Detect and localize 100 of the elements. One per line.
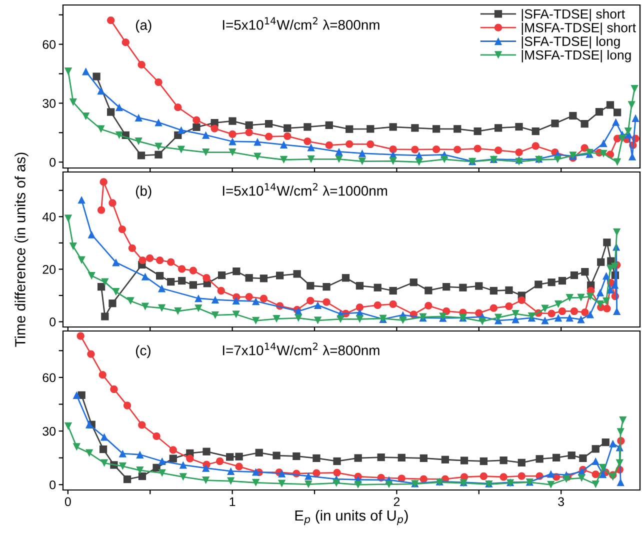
legend-label: |MSFA-TDSE| short [522,22,636,35]
point [312,469,320,477]
point [158,457,166,466]
point [558,307,566,316]
point [322,298,330,306]
point [232,310,240,318]
point [389,286,397,295]
point [97,282,106,291]
point [178,265,186,273]
point [78,196,86,204]
point [99,445,108,454]
point [64,68,72,76]
point [548,310,556,318]
point [167,278,175,286]
point [578,474,586,482]
point [579,454,587,462]
point [278,470,286,478]
point [304,472,312,480]
point [536,455,544,463]
point [284,132,292,140]
point [179,461,187,469]
point [599,470,607,478]
annotation: (b) [136,186,152,199]
point [518,296,526,304]
point [441,456,450,464]
point [92,72,100,80]
point [178,276,186,285]
point [110,385,118,394]
point [602,272,610,280]
point [389,157,397,165]
point [115,131,124,140]
point [333,457,341,466]
point [123,402,132,410]
point [137,152,146,160]
point [112,258,120,266]
point [245,274,253,282]
point [494,124,502,132]
point [194,304,202,312]
point [252,316,260,325]
point [284,124,292,132]
point [264,132,273,140]
point [252,297,260,306]
point [474,127,482,136]
point [420,454,428,462]
point [210,124,218,132]
point [100,433,108,441]
point [87,350,95,358]
point [123,475,132,484]
point [624,127,632,136]
point [264,120,273,128]
point [154,142,162,150]
point [420,475,428,483]
point [480,472,488,480]
point [356,315,364,323]
point [312,454,320,462]
point [76,332,84,340]
point [304,480,312,488]
point [69,98,78,106]
point [254,152,262,160]
point [232,267,240,276]
point [304,123,312,131]
point [154,150,162,158]
point [460,456,468,464]
point [202,464,210,472]
point [494,314,502,322]
point [167,258,175,266]
point [356,282,364,290]
point [512,316,520,324]
annotation: I=7x10$^{14}$W/cm$^{2}$ λ=800nm [222,342,380,356]
annotation: I=5x10$^{14}$W/cm$^{2}$ λ=1000nm [222,183,388,196]
point [69,242,78,250]
point [101,312,109,320]
x-tick-label: 2 [394,497,400,506]
point [385,480,393,488]
point [554,314,562,322]
legend-label: |MSFA-TDSE| long [522,50,631,62]
y-tick-label: 60 [42,40,56,49]
point [592,480,600,488]
point [128,244,136,252]
point [518,472,526,480]
point [211,311,220,319]
point [366,140,374,148]
point [478,318,486,326]
x-tick-label: 1 [230,497,236,506]
point [306,282,314,290]
point [454,125,462,133]
point [611,281,619,289]
point [138,60,146,69]
point [541,304,549,312]
point [186,454,194,462]
point [138,256,146,264]
point [202,148,210,156]
point [138,472,146,480]
point [97,87,105,95]
point [358,149,366,158]
point [141,302,150,310]
point [202,131,210,139]
y-tick-label: 60 [42,373,56,382]
point [252,468,260,476]
point [411,124,419,132]
